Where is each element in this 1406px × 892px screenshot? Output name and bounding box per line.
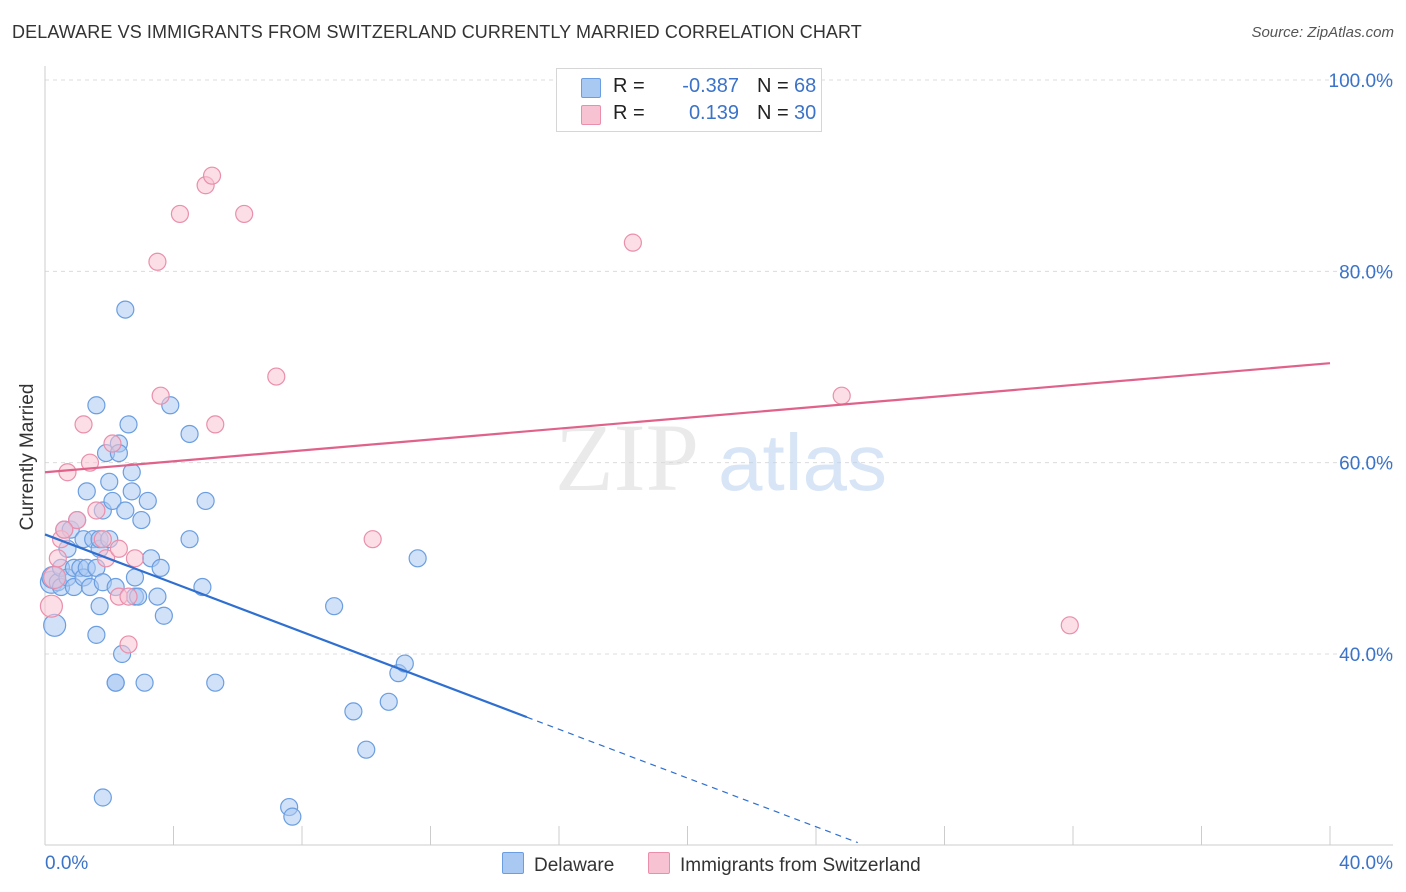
trend-lines [44, 362, 1331, 844]
legend-item-delaware: Delaware [502, 852, 614, 877]
y-tick-label: 100.0% [1329, 71, 1394, 92]
delaware-point [122, 463, 141, 482]
delaware-point [93, 788, 112, 807]
y-tick-label: 60.0% [1339, 454, 1393, 475]
switzerland-point [119, 587, 138, 606]
switzerland-point [74, 415, 93, 434]
delaware-point [100, 472, 119, 491]
switzerland-point [623, 233, 642, 252]
delaware-point [90, 597, 109, 616]
n-value: 30 [794, 102, 817, 124]
r-label: R = [613, 102, 645, 124]
switzerland-point [363, 530, 382, 549]
delaware-point [116, 300, 135, 319]
gridlines [45, 79, 1393, 655]
legend-item-switzerland: Immigrants from Switzerland [648, 852, 921, 877]
delaware-point [138, 491, 157, 511]
delaware-point [135, 673, 154, 692]
delaware-point [180, 424, 199, 444]
n-label: N = [757, 75, 789, 97]
delaware-point [87, 396, 106, 415]
delaware-trend-line [44, 533, 528, 719]
switzerland-trend-line [44, 362, 1331, 474]
delaware-point [395, 654, 414, 673]
correlation-legend: R = -0.387 N = 68 R = 0.139 N = 30 [556, 68, 822, 132]
delaware-legend-swatch [502, 852, 524, 874]
delaware-point [87, 625, 106, 644]
switzerland-point [103, 434, 122, 453]
r-value: -0.387 [682, 75, 739, 97]
switzerland-point [39, 594, 64, 618]
switzerland-point [119, 635, 138, 654]
switzerland-point [58, 463, 77, 482]
switzerland-point [170, 204, 190, 224]
delaware-point [103, 491, 122, 511]
r-value: 0.139 [688, 102, 739, 124]
source-credit: Source: ZipAtlas.com [1251, 24, 1394, 41]
delaware-point [357, 740, 376, 759]
delaware-legend-label: Delaware [534, 855, 615, 876]
switzerland-point [87, 501, 106, 520]
delaware-point [379, 692, 398, 711]
y-tick-label: 80.0% [1339, 262, 1393, 283]
switzerland-point [267, 367, 286, 386]
n-value: 68 [794, 75, 817, 97]
delaware-point [148, 587, 167, 606]
watermark-atlas: atlas [718, 418, 887, 507]
delaware-point [151, 558, 170, 578]
switzerland-legend-swatch [648, 852, 670, 874]
delaware-trend-extension [526, 716, 858, 844]
delaware-point [132, 510, 151, 530]
switzerland-point [202, 166, 222, 185]
x-tick-label: 40.0% [1339, 853, 1393, 874]
delaware-point [154, 606, 173, 625]
delaware-point [283, 807, 302, 826]
delaware-point [408, 549, 427, 568]
delaware-point [119, 415, 138, 434]
switzerland-point [109, 539, 128, 558]
delaware-point [77, 482, 96, 501]
delaware-point [206, 673, 225, 692]
switzerland-point [235, 204, 254, 224]
switzerland-points [39, 166, 1079, 654]
chart-title: DELAWARE VS IMMIGRANTS FROM SWITZERLAND … [12, 22, 862, 42]
delaware-point [344, 702, 363, 721]
y-axis-label: Currently Married [17, 384, 38, 531]
x-tick-label: 0.0% [45, 853, 88, 874]
watermark-zip: ZIP [555, 404, 699, 511]
delaware-point [193, 577, 212, 597]
switzerland-point [206, 415, 225, 434]
axes [44, 66, 1393, 846]
delaware-point [325, 597, 344, 616]
delaware-point [196, 491, 215, 511]
delaware-swatch [581, 78, 601, 98]
delaware-point [106, 673, 125, 692]
watermark: ZIP atlas [555, 404, 887, 511]
switzerland-point [832, 386, 851, 405]
switzerland-legend-label: Immigrants from Switzerland [680, 855, 921, 876]
switzerland-point [80, 453, 100, 472]
delaware-points [39, 300, 427, 826]
delaware-point [180, 530, 199, 549]
n-label: N = [757, 102, 789, 124]
delaware-point [116, 501, 135, 520]
tick-labels: 40.0% 60.0% 80.0% 100.0% 0.0% 40.0% [45, 71, 1393, 874]
r-label: R = [613, 75, 645, 97]
switzerland-point [55, 520, 74, 539]
delaware-point [122, 482, 141, 501]
switzerland-point [125, 549, 145, 568]
switzerland-point [68, 510, 87, 530]
y-tick-label: 40.0% [1339, 645, 1393, 666]
switzerland-point [43, 565, 67, 590]
switzerland-point [148, 252, 167, 271]
switzerland-point [1060, 616, 1079, 635]
switzerland-point [151, 386, 170, 405]
switzerland-point [48, 549, 67, 568]
switzerland-point [93, 530, 112, 549]
delaware-point [43, 613, 67, 637]
switzerland-swatch [581, 105, 601, 125]
